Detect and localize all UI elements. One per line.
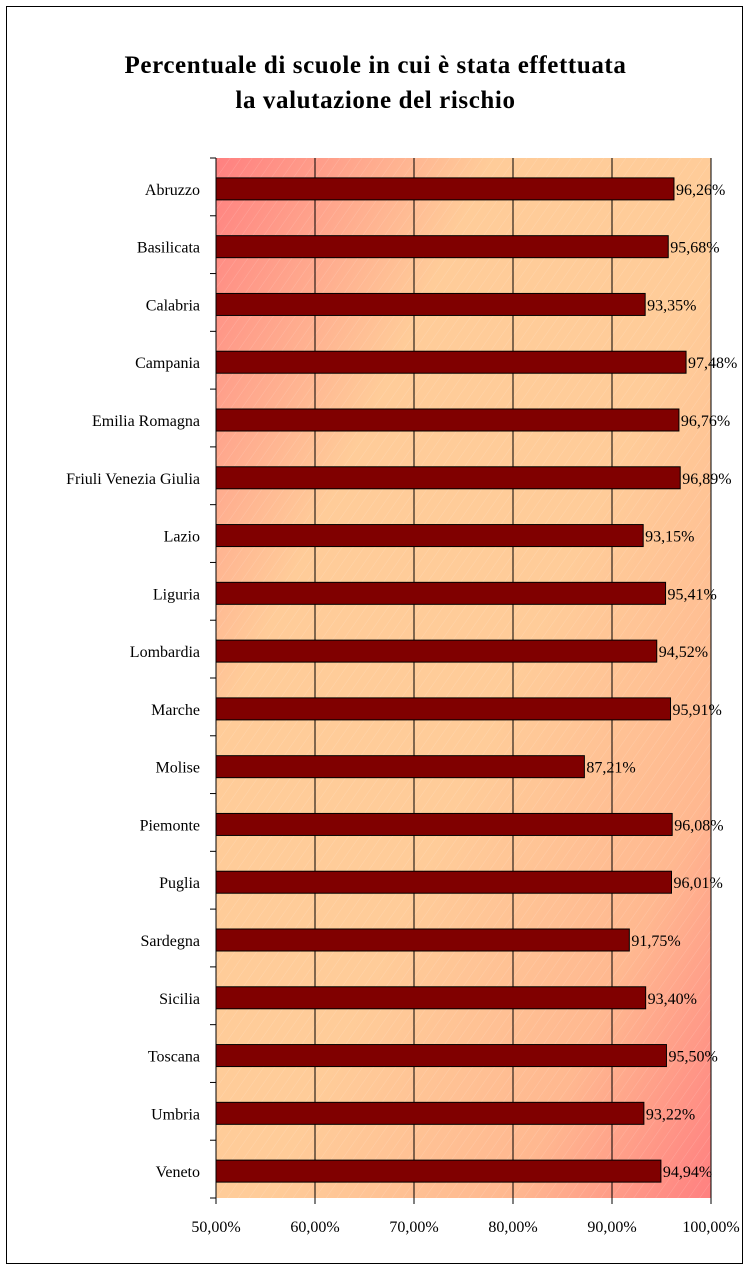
data-label: 93,15% <box>645 529 694 546</box>
data-label: 96,01% <box>673 875 722 892</box>
bar <box>215 235 669 259</box>
y-tick-label: Molise <box>156 760 200 777</box>
data-label: 95,68% <box>670 240 719 257</box>
bar <box>215 1044 667 1068</box>
chart-title: Percentuale di scuole in cui è stata eff… <box>0 48 751 118</box>
data-label: 93,35% <box>647 297 696 314</box>
x-tick-label: 100,00% <box>682 1219 739 1236</box>
y-tick-label: Calabria <box>146 297 200 314</box>
y-tick-label: Liguria <box>153 586 200 603</box>
chart-title-line-2: la valutazione del rischio <box>235 87 516 114</box>
data-label: 93,22% <box>646 1106 695 1123</box>
data-label: 96,26% <box>676 182 725 199</box>
y-tick-label: Sicilia <box>159 991 200 1008</box>
labels: 50,00% 60,00% 70,00% 80,00% 90,00% 100,00% Abr… <box>66 182 740 1236</box>
y-tick-label: Piemonte <box>140 817 200 834</box>
bar <box>215 697 672 721</box>
y-tick-label: Campania <box>135 355 200 372</box>
axes <box>210 157 712 1204</box>
data-label: 91,75% <box>631 933 680 950</box>
bar <box>215 177 675 201</box>
y-tick-label: Lombardia <box>130 644 200 661</box>
data-label: 94,94% <box>663 1164 712 1181</box>
y-tick-label: Friuli Venezia Giulia <box>66 471 200 488</box>
bar <box>215 581 667 605</box>
y-tick-label: Veneto <box>156 1164 200 1181</box>
data-label: 96,76% <box>681 413 730 430</box>
bar <box>215 350 687 374</box>
data-label: 96,89% <box>682 471 731 488</box>
bar <box>215 408 680 432</box>
y-tick-label: Lazio <box>164 529 200 546</box>
x-tick-label: 60,00% <box>290 1219 339 1236</box>
y-tick-label: Sardegna <box>140 933 200 950</box>
chart-title-line-1: Percentuale di scuole in cui è stata eff… <box>124 52 627 79</box>
bar <box>215 639 658 663</box>
bar <box>215 870 672 894</box>
bar <box>215 812 673 836</box>
data-label: 87,21% <box>586 760 635 777</box>
y-tick-label: Abruzzo <box>145 182 200 199</box>
x-tick-label: 70,00% <box>389 1219 438 1236</box>
x-tick-label: 80,00% <box>488 1219 537 1236</box>
y-tick-label: Puglia <box>159 875 200 892</box>
x-tick-label: 50,00% <box>191 1219 240 1236</box>
y-tick-label: Emilia Romagna <box>92 413 200 430</box>
bar <box>215 986 647 1010</box>
bar <box>215 928 630 952</box>
bar <box>215 466 681 490</box>
bar <box>215 524 644 548</box>
data-label: 95,41% <box>668 586 717 603</box>
bar <box>215 1101 645 1125</box>
data-label: 95,50% <box>668 1049 717 1066</box>
y-tick-label: Umbria <box>151 1106 200 1123</box>
data-label: 94,52% <box>659 644 708 661</box>
data-label: 97,48% <box>688 355 737 372</box>
y-tick-label: Toscana <box>148 1049 200 1066</box>
bars <box>215 177 687 1183</box>
data-label: 96,08% <box>674 817 723 834</box>
y-tick-label: Basilicata <box>137 240 200 257</box>
data-label: 95,91% <box>673 702 722 719</box>
y-tick-label: Marche <box>151 702 200 719</box>
plot-area-texture <box>216 158 711 1198</box>
bar <box>215 755 585 779</box>
bar <box>215 1159 662 1183</box>
x-tick-label: 90,00% <box>587 1219 636 1236</box>
data-label: 93,40% <box>648 991 697 1008</box>
bar <box>215 292 646 316</box>
